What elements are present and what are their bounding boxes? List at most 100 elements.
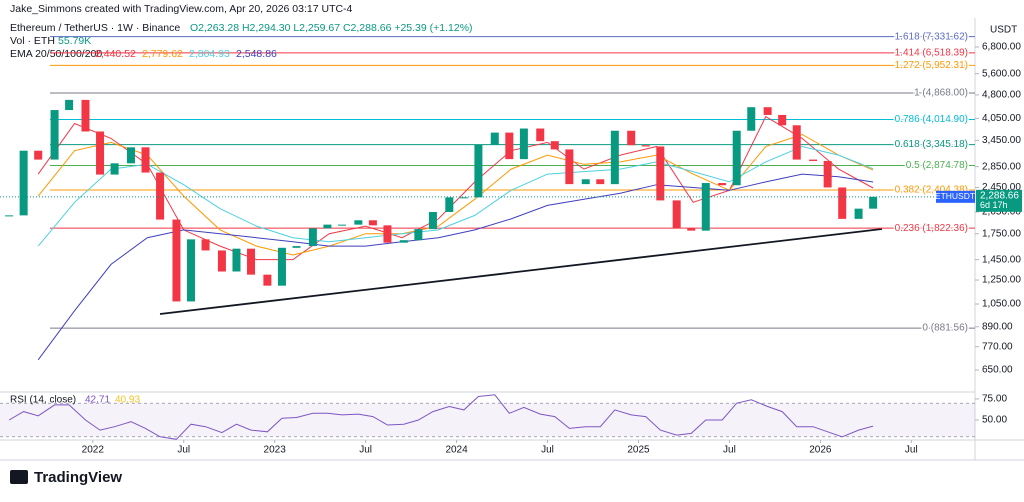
y-tick-label: 1,050.00 — [982, 299, 1021, 310]
x-tick-label: 2023 — [264, 445, 287, 456]
x-tick-label: 2024 — [445, 445, 468, 456]
rsi-band — [0, 403, 975, 437]
candle — [399, 240, 408, 243]
candle — [474, 144, 483, 198]
candle — [838, 187, 847, 219]
y-tick-label: 1,450.00 — [982, 254, 1021, 265]
candle — [172, 219, 181, 302]
candle — [110, 163, 119, 175]
candle — [308, 228, 317, 247]
candle — [581, 179, 590, 185]
brand: TradingView — [34, 469, 122, 486]
candle — [232, 248, 241, 272]
candle — [445, 197, 454, 212]
rsi-value: 42.71 — [85, 395, 110, 406]
candle — [383, 225, 392, 243]
candle — [96, 131, 105, 175]
fib-label: 1 (4,868.00) — [914, 88, 968, 99]
fib-label: 0.618 (3,345.18) — [895, 139, 968, 150]
candle — [823, 160, 832, 188]
candle — [277, 247, 286, 286]
fib-label: 0 (881.56) — [922, 323, 968, 334]
symbol-tag — [936, 190, 975, 203]
y-tick-label: 1,750.00 — [982, 228, 1021, 239]
price-tag-countdown: 6d 17h — [980, 200, 1008, 210]
candle — [596, 179, 605, 185]
fib-label: 1.272 (5,952.31) — [895, 60, 968, 71]
candle — [809, 159, 818, 161]
candle — [459, 197, 468, 199]
candle — [490, 132, 499, 145]
candle — [354, 220, 363, 225]
fib-label: 1.414 (6,518.39) — [895, 47, 968, 58]
candle — [141, 147, 150, 173]
y-tick-label: 770.00 — [982, 341, 1013, 352]
candle — [701, 183, 710, 231]
x-tick-label: Jul — [541, 445, 554, 456]
rsi-ma-value: 40.93 — [115, 395, 140, 406]
candle — [201, 239, 210, 251]
candle — [5, 215, 14, 217]
ema-legend-value: 2,440.52 — [95, 48, 136, 60]
candle — [718, 183, 727, 186]
symbol-tag-label: ETHUSDT — [935, 191, 975, 201]
y-tick-label: 1,250.00 — [982, 275, 1021, 286]
candle — [656, 146, 665, 201]
candle — [747, 107, 756, 131]
candle — [19, 150, 28, 216]
candle — [414, 229, 423, 241]
ohlc: O2,263.28 H2,294.30 L2,259.67 C2,288.66 … — [190, 22, 473, 34]
rsi-tick-label: 75.00 — [982, 394, 1007, 405]
candle — [641, 145, 650, 147]
x-tick-label: Jul — [723, 445, 736, 456]
candle — [672, 200, 681, 229]
volume-value: 55.79K — [58, 35, 91, 47]
y-tick-label: 4,050.00 — [982, 113, 1021, 124]
y-tick-label: 3,450.00 — [982, 135, 1021, 146]
candle — [263, 274, 272, 286]
fib-label: 0.236 (1,822.36) — [895, 223, 968, 234]
rsi-tick-label: 50.00 — [982, 415, 1007, 426]
candle — [34, 150, 43, 160]
candle — [732, 130, 741, 186]
price-tag-value: 2,288.66 — [980, 190, 1019, 201]
volume-label: Vol · ETH — [10, 35, 55, 47]
price-tag — [976, 189, 1022, 212]
x-tick-label: Jul — [177, 445, 190, 456]
y-tick-label: 890.00 — [982, 321, 1013, 332]
rsi-label: RSI (14, close) — [10, 395, 76, 406]
candle — [627, 130, 636, 146]
candle — [247, 248, 256, 275]
brand-logo — [10, 470, 28, 484]
ema-label: EMA 20/50/100/200 — [10, 48, 102, 60]
x-tick-label: Jul — [905, 445, 918, 456]
candle — [337, 224, 346, 226]
candle — [550, 141, 559, 150]
candle — [126, 147, 135, 164]
candle — [156, 172, 165, 220]
candle — [792, 125, 801, 160]
y-tick-label: 2,850.00 — [982, 161, 1021, 172]
y-tick-label: 5,600.00 — [982, 68, 1021, 79]
y-tick-label: 6,800.00 — [982, 42, 1021, 53]
candle — [81, 99, 90, 132]
candle — [778, 114, 787, 126]
candle — [368, 220, 377, 226]
x-tick-label: 2022 — [82, 445, 105, 456]
ema-legend-value: 2,779.62 — [142, 48, 183, 60]
ema-legend-value: 2,804.93 — [189, 48, 230, 60]
fib-label: 0.786 (4,014.90) — [895, 114, 968, 125]
x-tick-label: 2026 — [809, 445, 832, 456]
x-tick-label: 2025 — [627, 445, 650, 456]
candle — [519, 128, 528, 160]
candle — [323, 224, 332, 229]
chart-title: Ethereum / TetherUS · 1W · Binance — [10, 22, 180, 34]
ema-legend-value: 2,548.86 — [236, 48, 277, 60]
x-tick-label: Jul — [359, 445, 372, 456]
candle — [687, 228, 696, 231]
fib-label: 0.5 (2,874.78) — [906, 160, 968, 171]
candle — [869, 196, 878, 209]
candle — [428, 211, 437, 230]
y-tick-label: 2,450.00 — [982, 182, 1021, 193]
